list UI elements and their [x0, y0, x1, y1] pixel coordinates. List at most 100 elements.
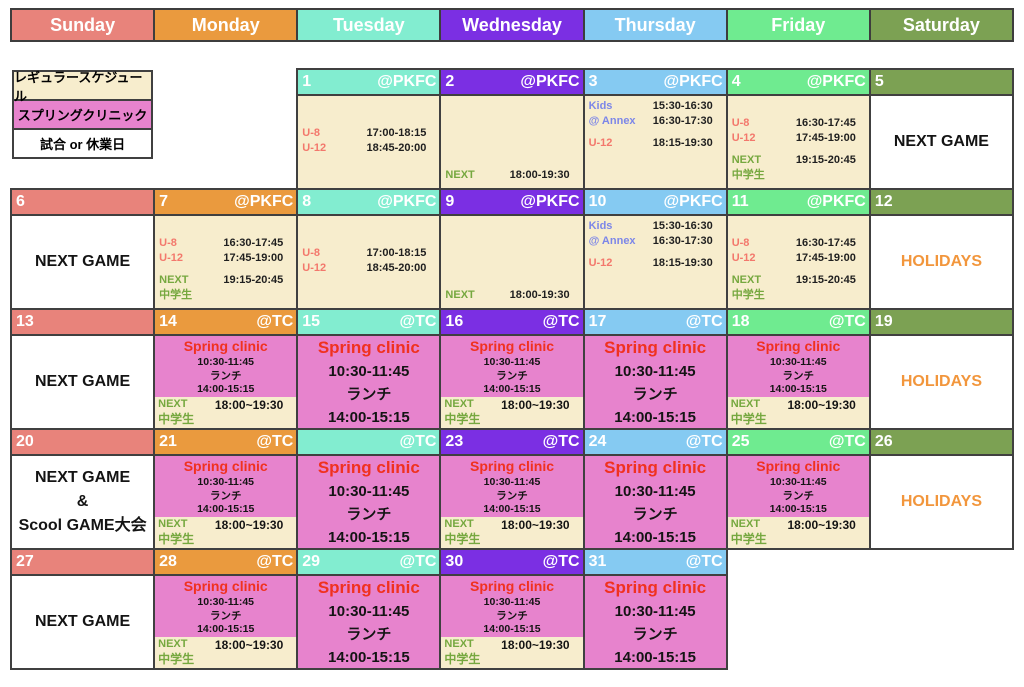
spring-clinic-block: Spring clinic 10:30-11:45 ランチ 14:00-15:15 — [155, 336, 297, 397]
note-body: NEXT GAME — [12, 216, 154, 308]
venue-label: @TC — [542, 433, 580, 450]
date-cell-9: 9 @PKFC NEXT 18:00-19:30 — [439, 188, 585, 310]
date-number: 14 — [159, 313, 177, 330]
schedule-label: U-12 — [159, 252, 183, 264]
venue-label: @PKFC — [520, 73, 580, 90]
spring-clinic-title: Spring clinic — [183, 458, 268, 474]
spring-clinic-split-body: Spring clinic 10:30-11:45 ランチ 14:00-15:15 NE… — [155, 456, 297, 548]
day-header-row: Sunday Monday Tuesday Wednesday Thursday Frid… — [10, 8, 1014, 42]
schedule-line: NEXT 18:00-19:30 — [441, 168, 582, 183]
clinic-time-afternoon: 14:00-15:15 — [197, 503, 255, 515]
note-body: HOLIDAYS — [870, 456, 1012, 548]
date-number: 31 — [588, 553, 607, 570]
schedule-label: 中学生 — [731, 169, 765, 181]
next-strip: NEXT 18:00~19:30 中学生 — [727, 516, 869, 548]
date-number: 3 — [588, 73, 598, 90]
next-label: NEXT — [730, 517, 761, 530]
date-header: 30 @TC — [441, 550, 583, 576]
date-number: 10 — [588, 193, 607, 210]
spring-clinic-block: Spring clinic 10:30-11:45 ランチ 14:00-15:15 — [441, 456, 583, 517]
next-time: 18:00~19:30 — [501, 637, 570, 652]
schedule-label: U-8 — [731, 117, 750, 129]
venue-label: @TC — [256, 433, 294, 450]
schedule-time: 18:00-19:30 — [509, 289, 570, 301]
date-header: 4 @PKFC — [727, 70, 869, 96]
spring-clinic-title: Spring clinic — [756, 338, 841, 354]
schedule-time: 18:45-20:00 — [366, 262, 427, 274]
schedule-time: 17:45-19:00 — [795, 132, 856, 144]
next-label: NEXT — [158, 397, 188, 410]
date-cell-1: 1 @PKFC U-8 17:00-18:15 U-12 18:45-20:00 — [296, 68, 442, 190]
schedule-line: U-8 17:00-18:15 — [298, 126, 439, 141]
schedule-time: 16:30-17:30 — [652, 115, 713, 127]
schedule-line: @ Annex 16:30-17:30 — [585, 234, 726, 249]
date-number: 27 — [16, 553, 34, 570]
schedule-time: 15:30-16:30 — [652, 100, 713, 112]
schedule-time: 19:15-20:45 — [795, 154, 856, 166]
schedule-line: NEXT 19:15-20:45 — [728, 153, 869, 168]
legend-item-label: 試合 or 休業日 — [39, 137, 126, 152]
next-label: NEXT — [158, 637, 188, 650]
date-cell-10: 10 @PKFC Kids 15:30-16:30 @ Annex 16:30-17:30… — [582, 188, 728, 310]
date-number: 6 — [16, 193, 25, 210]
schedule-label: U-8 — [731, 237, 750, 249]
date-number: 21 — [159, 433, 177, 450]
date-header: 20 — [12, 430, 154, 456]
spring-clinic-title: Spring clinic — [604, 578, 707, 597]
date-number: 24 — [588, 433, 607, 450]
day-header-tuesday: Tuesday — [296, 8, 442, 42]
venue-label: @TC — [399, 553, 437, 570]
day-header-friday: Friday — [725, 8, 871, 42]
next-time: 18:00~19:30 — [787, 517, 856, 532]
venue-label: @PKFC — [377, 193, 437, 210]
schedule-label: Kids — [588, 100, 613, 112]
schedule-label: U-12 — [731, 252, 756, 264]
venue-label: @TC — [542, 313, 580, 330]
schedule-label: U-12 — [588, 257, 613, 269]
date-header: 5 — [870, 70, 1012, 96]
next-time: 18:00~19:30 — [214, 397, 284, 412]
clinic-lunch-label: ランチ — [346, 386, 392, 403]
clinic-time-morning: 10:30-11:45 — [328, 483, 410, 500]
clinic-lunch-label: ランチ — [496, 609, 528, 622]
day-header-saturday: Saturday — [868, 8, 1014, 42]
venue-label: @PKFC — [806, 73, 866, 90]
note-text: & — [76, 493, 89, 510]
date-number: 12 — [874, 193, 893, 210]
student-group-label: 中学生 — [730, 411, 767, 426]
spring-clinic-body: Spring clinic 10:30-11:45 ランチ 14:00-15:15 — [298, 576, 440, 668]
venue-label: @TC — [685, 313, 723, 330]
student-group-label: 中学生 — [158, 531, 195, 546]
date-cell-14: 14 @TC Spring clinic 10:30-11:45 ランチ 14:00-15… — [153, 308, 299, 430]
next-label: NEXT — [444, 517, 474, 530]
next-strip: NEXT 18:00~19:30 中学生 — [155, 636, 297, 668]
spring-clinic-block: Spring clinic 10:30-11:45 ランチ 14:00-15:15 — [441, 576, 583, 637]
spring-clinic-title: Spring clinic — [183, 338, 268, 354]
clinic-lunch-label: ランチ — [782, 489, 815, 502]
spring-clinic-block: Spring clinic 10:30-11:45 ランチ 14:00-15:15 — [441, 336, 583, 397]
date-header: 24 @TC — [584, 430, 726, 456]
clinic-time-morning: 10:30-11:45 — [614, 603, 696, 620]
schedule-body: Kids 15:30-16:30 @ Annex 16:30-17:30 U-12 18:… — [584, 216, 726, 308]
next-strip: NEXT 18:00~19:30 中学生 — [441, 396, 583, 428]
clinic-time-afternoon: 14:00-15:15 — [327, 649, 410, 666]
schedule-time: 18:15-19:30 — [652, 257, 713, 269]
legend-item-3: 試合 or 休業日 — [12, 128, 154, 159]
date-header: 16 @TC — [441, 310, 583, 336]
venue-label: @TC — [828, 313, 866, 330]
date-number: 5 — [874, 73, 884, 90]
date-header: @TC — [298, 430, 440, 456]
schedule-label: 中学生 — [159, 289, 193, 301]
week-row-2: 6 NEXT GAME 7 @PKFC U-8 16:30-17:45 U-12 17:45-… — [10, 188, 1014, 310]
venue-label: @TC — [256, 313, 294, 330]
next-line: NEXT 18:00~19:30 — [155, 637, 296, 652]
schedule-time: 15:30-16:30 — [652, 220, 713, 232]
note-body: NEXT GAME & Scool GAME大会 — [12, 456, 154, 548]
clinic-lunch-label: ランチ — [209, 609, 242, 622]
date-number: 28 — [159, 553, 177, 570]
week-row-1: レギュラースケジュール スプリングクリニック 試合 or 休業日 1 @PKFC U-8 1… — [10, 68, 1014, 190]
date-header: 12 — [870, 190, 1012, 216]
date-header: 6 — [12, 190, 154, 216]
note-body: HOLIDAYS — [870, 336, 1012, 428]
schedule-line: 中学生 — [728, 288, 869, 303]
